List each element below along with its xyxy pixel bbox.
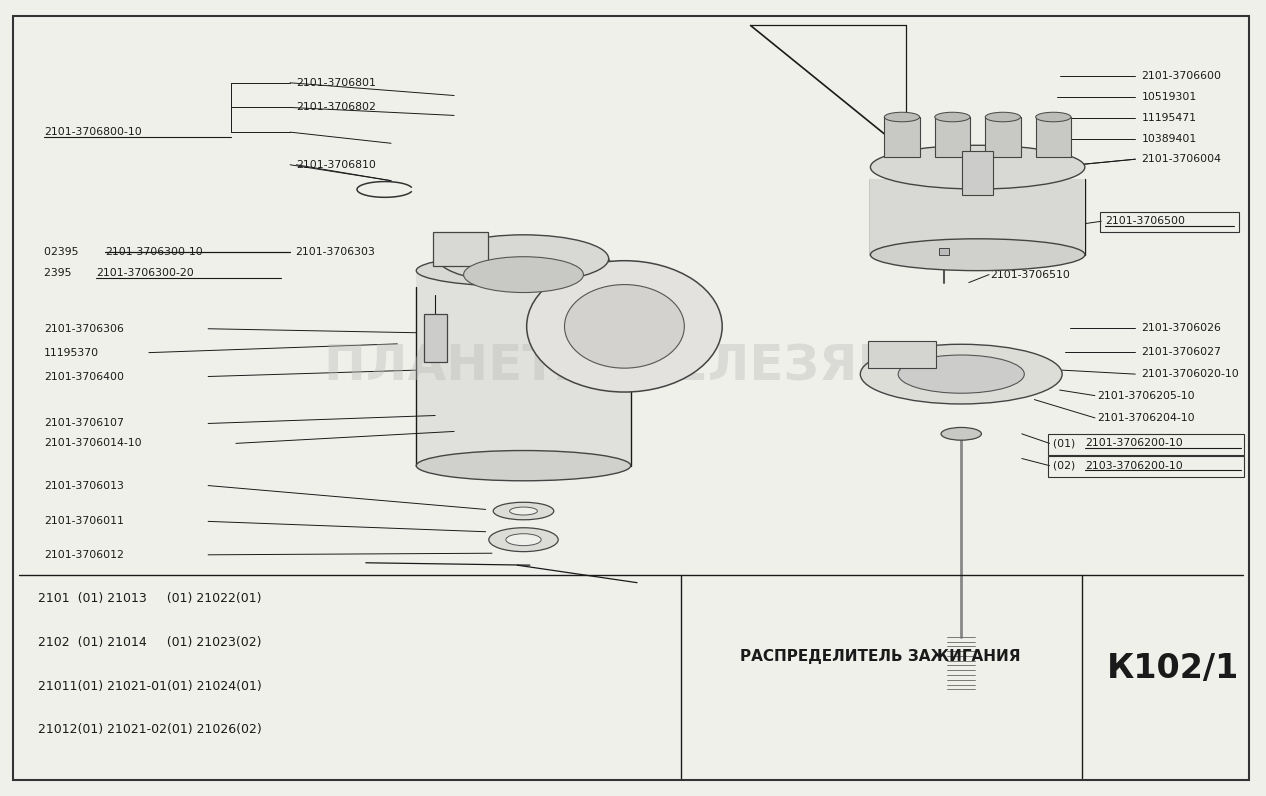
Text: 2101-3706014-10: 2101-3706014-10 <box>44 439 142 448</box>
Text: 2101-3706802: 2101-3706802 <box>296 103 376 112</box>
Text: 2101-3706600: 2101-3706600 <box>1142 71 1222 80</box>
FancyBboxPatch shape <box>868 341 936 368</box>
Bar <box>1036 117 1071 157</box>
Ellipse shape <box>438 235 609 283</box>
Bar <box>424 314 447 362</box>
Text: 2101-3706012: 2101-3706012 <box>44 550 124 560</box>
Text: 2101-3706801: 2101-3706801 <box>296 78 376 88</box>
Bar <box>985 117 1020 157</box>
Bar <box>962 151 993 195</box>
Text: 2101-3706300-10: 2101-3706300-10 <box>105 248 203 257</box>
Bar <box>871 179 1085 255</box>
Text: 2101  (01) 21013     (01) 21022(01): 2101 (01) 21013 (01) 21022(01) <box>38 592 261 605</box>
Bar <box>938 248 948 255</box>
Text: 2101-3706011: 2101-3706011 <box>44 517 124 526</box>
Text: 02395: 02395 <box>44 248 82 257</box>
FancyBboxPatch shape <box>417 271 630 466</box>
Text: 2103-3706200-10: 2103-3706200-10 <box>1085 461 1182 470</box>
Text: 2101-3706013: 2101-3706013 <box>44 481 124 490</box>
Ellipse shape <box>417 255 630 287</box>
Text: 11195370: 11195370 <box>44 348 99 357</box>
Text: РАСПРЕДЕЛИТЕЛЬ ЗАЖИГАНИЯ: РАСПРЕДЕЛИТЕЛЬ ЗАЖИГАНИЯ <box>741 650 1020 664</box>
Text: 2101-3706303: 2101-3706303 <box>295 248 375 257</box>
Text: 2101-3706306: 2101-3706306 <box>44 324 124 334</box>
Text: 21012(01) 21021-02(01) 21026(02): 21012(01) 21021-02(01) 21026(02) <box>38 724 262 736</box>
Text: (02): (02) <box>1053 461 1079 470</box>
Text: 21011(01) 21021-01(01) 21024(01): 21011(01) 21021-01(01) 21024(01) <box>38 680 262 693</box>
Text: 2101-3706510: 2101-3706510 <box>990 270 1070 279</box>
Text: 2101-3706200-10: 2101-3706200-10 <box>1085 439 1182 448</box>
Text: К102/1: К102/1 <box>1106 652 1239 685</box>
Text: 2101-3706400: 2101-3706400 <box>44 372 124 381</box>
Text: 10519301: 10519301 <box>1142 92 1196 102</box>
Ellipse shape <box>527 261 722 392</box>
Text: (01): (01) <box>1053 439 1079 448</box>
Text: 2101-3706027: 2101-3706027 <box>1142 347 1222 357</box>
Ellipse shape <box>510 507 537 515</box>
Ellipse shape <box>506 533 541 546</box>
Text: 10389401: 10389401 <box>1142 134 1196 143</box>
Bar <box>934 117 970 157</box>
Ellipse shape <box>898 355 1024 393</box>
Text: 2102  (01) 21014     (01) 21023(02): 2102 (01) 21014 (01) 21023(02) <box>38 636 261 649</box>
Text: ПЛАНЕТА ЖЕЛЕЗЯКА: ПЛАНЕТА ЖЕЛЕЗЯКА <box>324 342 937 390</box>
Ellipse shape <box>565 284 685 368</box>
Text: 2101-3706204-10: 2101-3706204-10 <box>1098 413 1195 423</box>
Ellipse shape <box>1036 112 1071 122</box>
Ellipse shape <box>941 427 981 440</box>
Text: 2101-3706004: 2101-3706004 <box>1142 154 1222 164</box>
Text: 2101-3706020-10: 2101-3706020-10 <box>1142 369 1239 379</box>
Ellipse shape <box>884 112 919 122</box>
Ellipse shape <box>861 344 1062 404</box>
FancyBboxPatch shape <box>433 232 489 266</box>
Ellipse shape <box>494 502 553 520</box>
Ellipse shape <box>871 145 1085 189</box>
Text: 11195471: 11195471 <box>1142 113 1196 123</box>
Ellipse shape <box>463 256 584 293</box>
Text: 2101-3706300-20: 2101-3706300-20 <box>96 268 194 278</box>
Ellipse shape <box>417 451 630 481</box>
Text: 2101-3706205-10: 2101-3706205-10 <box>1098 391 1195 400</box>
Text: 2101-3706800-10: 2101-3706800-10 <box>44 127 142 137</box>
Text: 2395: 2395 <box>44 268 75 278</box>
Text: 2101-3706500: 2101-3706500 <box>1105 217 1185 226</box>
Ellipse shape <box>934 112 970 122</box>
Ellipse shape <box>985 112 1020 122</box>
Ellipse shape <box>489 528 558 552</box>
Text: 2101-3706026: 2101-3706026 <box>1142 323 1222 333</box>
Bar <box>884 117 919 157</box>
Ellipse shape <box>871 239 1085 271</box>
Text: 2101-3706810: 2101-3706810 <box>296 160 376 170</box>
Text: 2101-3706107: 2101-3706107 <box>44 419 124 428</box>
